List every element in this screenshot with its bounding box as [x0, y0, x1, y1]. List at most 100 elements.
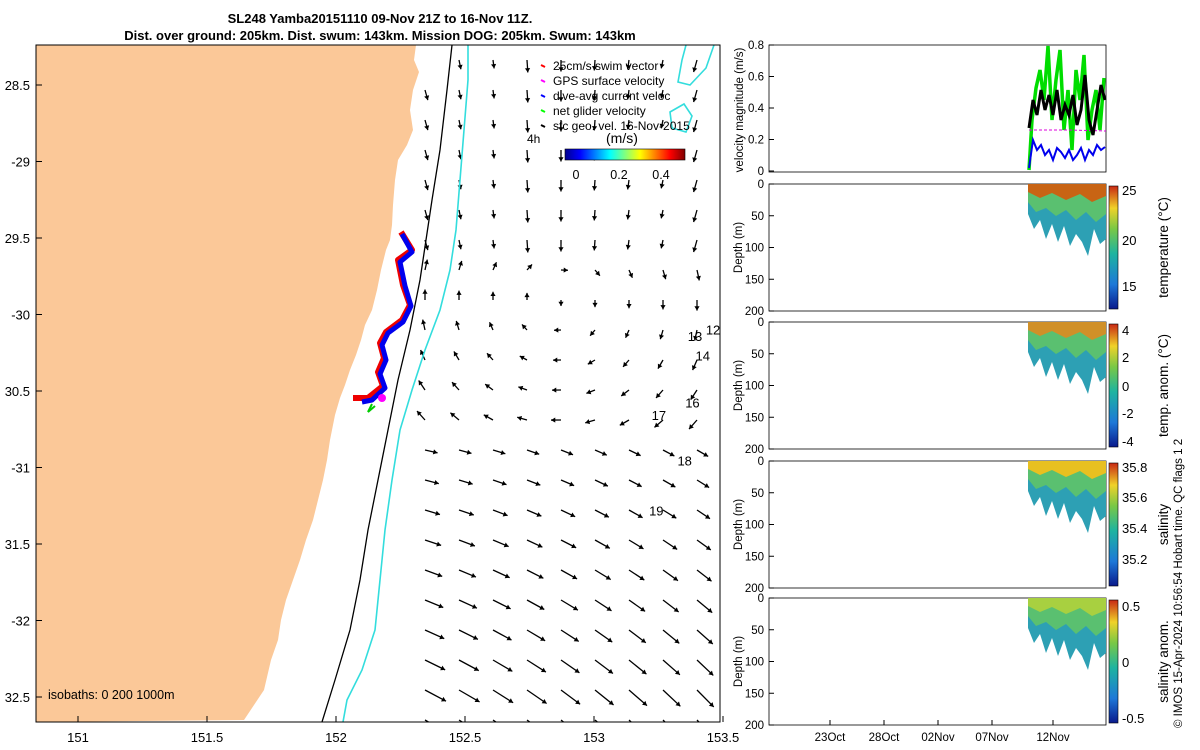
date-tick-label: 28Oct	[869, 732, 900, 744]
isobath-1000m-offshore	[677, 45, 715, 86]
depth-tick-label: 100	[745, 520, 764, 532]
velocity-tick-label: 0	[758, 166, 764, 178]
isobaths-label: isobaths: 0 200 1000m	[48, 688, 174, 702]
sal_anom-panel: 0 50 100 150 200 Depth (m) 0.5 0 -0.5 salinity an…	[733, 593, 1171, 732]
depth-tick-label: 0	[758, 456, 764, 468]
temperature-colorbar-tick: 25	[1122, 183, 1136, 198]
temp_anom-panel: 0 50 100 150 200 Depth (m) 4 2 0 -2 -4 temp. anom. …	[733, 317, 1171, 456]
velocity-black-series	[1027, 74, 1107, 136]
temp_anom-colorbar-tick: -4	[1122, 434, 1134, 449]
velocity-ylabel: velocity magnitude (m/s)	[734, 48, 746, 173]
temp_anom-colorbar-tick: 4	[1122, 323, 1129, 338]
lat-tick-label: 30.5	[5, 384, 30, 399]
day-label: 17	[652, 408, 666, 423]
depth-ylabel: Depth (m)	[733, 499, 745, 550]
current-vector-field	[416, 59, 715, 722]
glider-track-green	[367, 403, 376, 413]
temp_anom-colorbar-label: temp. anom. (°C)	[1156, 334, 1171, 437]
depth-tick-label: 150	[745, 412, 764, 424]
lat-tick-label: 29.5	[5, 231, 30, 246]
day-label: 19	[649, 504, 663, 519]
legend-entry: dive-avg current veloc	[553, 89, 670, 103]
lat-tick-label: -31	[11, 461, 30, 476]
date-tick-label: 12Nov	[1036, 732, 1069, 744]
date-tick-label: 02Nov	[921, 732, 954, 744]
day-label: 13	[688, 329, 702, 344]
temp_anom-colorbar-tick: 2	[1122, 350, 1129, 365]
date-tick-label: 07Nov	[975, 732, 1008, 744]
gps-fix-marker	[378, 394, 386, 402]
temperature-colorbar-tick: 15	[1122, 279, 1136, 294]
sal_anom-colorbar-tick: 0.5	[1122, 599, 1140, 614]
lon-tick-label: 153.5	[707, 730, 740, 745]
depth-tick-label: 100	[745, 657, 764, 669]
depth-tick-label: 150	[745, 274, 764, 286]
plot-title-line1: SL248 Yamba20151110 09-Nov 21Z to 16-Nov…	[227, 11, 533, 26]
depth-tick-label: 50	[751, 349, 764, 361]
day-label: 14	[696, 349, 710, 364]
temp_anom-colorbar-tick: -2	[1122, 406, 1134, 421]
imos-side-note: © IMOS 15-Apr-2024 10:56:54 Hobart time.…	[1173, 439, 1185, 728]
colorbar-tick-2: 0.4	[652, 168, 669, 182]
depth-tick-label: 50	[751, 625, 764, 637]
depth-tick-label: 200	[745, 444, 764, 456]
glider-map: 10 11 12 13 14 16 17 18 19 4h 151 151.5 152 152.5 15…	[5, 44, 740, 745]
lat-tick-label: 32.5	[5, 690, 30, 705]
sal_anom-colorbar-tick: 0	[1122, 655, 1129, 670]
depth-ylabel: Depth (m)	[733, 222, 745, 273]
plot-title-line2: Dist. over ground: 205km. Dist. swum: 14…	[124, 28, 636, 43]
salinity-panel: 0 50 100 150 200 Depth (m) 35.8 35.6 35.4 35.2 sal…	[733, 456, 1171, 595]
depth-tick-label: 150	[745, 551, 764, 563]
depth-tick-label: 150	[745, 688, 764, 700]
colorbar-tick-1: 0.2	[610, 168, 627, 182]
depth-tick-label: 0	[758, 317, 764, 329]
velocity-tick-label: 0.6	[748, 72, 764, 84]
lon-tick-label: 151.5	[191, 730, 224, 745]
velocity-panel: 0 0.2 0.4 0.6 0.8 velocity magnitude (m/s)	[734, 40, 1107, 178]
legend-entry: sfc geo. vel. 16-Nov-2015	[553, 119, 690, 133]
salinity-colorbar-tick: 35.2	[1122, 552, 1147, 567]
legend-entry: 25cm/s swim vector	[553, 59, 658, 73]
depth-tick-label: 0	[758, 593, 764, 605]
glider-track-blue	[361, 232, 415, 405]
time-label: 4h	[527, 132, 540, 146]
lat-tick-label: 31.5	[5, 537, 30, 552]
isobath-200m	[321, 45, 453, 722]
depth-tick-label: 200	[745, 306, 764, 318]
velocity-tick-label: 0.8	[748, 40, 764, 52]
salinity-colorbar-tick: 35.4	[1122, 521, 1147, 536]
legend-entry: net glider velocity	[553, 104, 646, 118]
day-label: 10	[719, 233, 733, 248]
temperature-colorbar-tick: 20	[1122, 233, 1136, 248]
temperature-panel: 0 50 100 150 200 Depth (m) 25 20 15 temperature (…	[733, 179, 1171, 318]
date-tick-label: 23Oct	[815, 732, 846, 744]
lon-tick-label: 152	[325, 730, 347, 745]
salinity-colorbar-label: salinity	[1156, 504, 1171, 546]
temperature-colorbar-label: temperature (°C)	[1156, 197, 1171, 298]
temp_anom-colorbar-tick: 0	[1122, 379, 1129, 394]
sal_anom-colorbar-label: salinity anom.	[1156, 620, 1171, 703]
isobath-1000m-eddy	[669, 102, 693, 133]
depth-tick-label: 0	[758, 179, 764, 191]
depth-tick-label: 100	[745, 381, 764, 393]
velocity-blue-series	[1028, 136, 1106, 169]
lat-tick-label: 28.5	[5, 78, 30, 93]
speed-colorbar: (m/s) 0 0.2 0.4	[564, 130, 686, 182]
depth-tick-label: 50	[751, 488, 764, 500]
salinity-colorbar-tick: 35.6	[1122, 490, 1147, 505]
depth-tick-label: 50	[751, 211, 764, 223]
depth-tick-label: 200	[745, 583, 764, 595]
day-label: 11	[719, 260, 733, 275]
velocity-tick-label: 0.2	[748, 135, 764, 147]
lat-tick-label: -32	[11, 614, 30, 629]
sal_anom-colorbar-tick: -0.5	[1122, 711, 1144, 726]
colorbar-unit: (m/s)	[606, 130, 638, 146]
isobath-1000m	[342, 45, 469, 722]
legend-entry: GPS surface velocity	[553, 74, 664, 88]
velocity-tick-label: 0.4	[748, 103, 765, 115]
timeseries-panels: 0 0.2 0.4 0.6 0.8 velocity magnitude (m/s) 0…	[733, 40, 1185, 744]
depth-ylabel: Depth (m)	[733, 360, 745, 411]
day-label: 18	[677, 453, 691, 468]
lat-tick-label: -30	[11, 308, 30, 323]
